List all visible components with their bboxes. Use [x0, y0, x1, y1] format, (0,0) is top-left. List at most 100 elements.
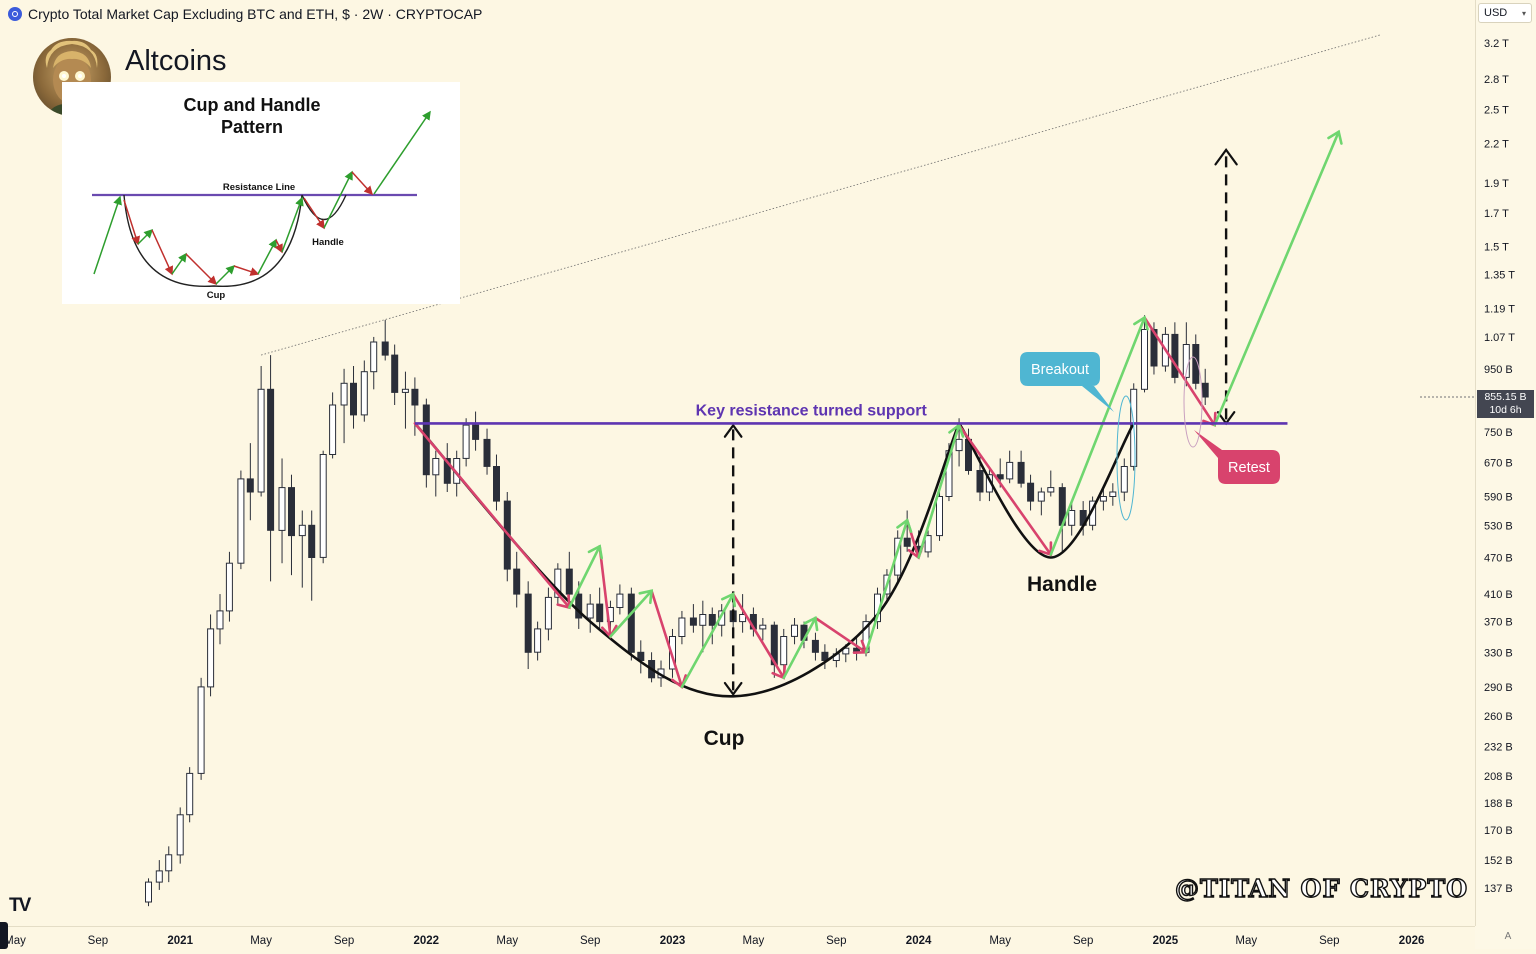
time-tick-label: May — [989, 935, 1011, 947]
candles-layer — [145, 315, 1209, 907]
candle — [903, 510, 911, 552]
candle — [237, 470, 245, 570]
candle-body-up — [1068, 510, 1076, 526]
handle-label: Handle — [1027, 573, 1097, 596]
pattern-labels: Cup Handle — [704, 573, 1097, 750]
time-tick-label: 2022 — [414, 935, 440, 947]
candle — [1006, 450, 1014, 484]
candle — [678, 610, 686, 645]
currency-selector[interactable]: USD ▾ — [1478, 3, 1532, 23]
candle — [165, 846, 173, 883]
last-price-value: 855.15 B — [1484, 391, 1527, 403]
price-tick-label: 260 B — [1484, 711, 1513, 723]
callouts-layer: Breakout Retest — [1020, 352, 1280, 521]
candle-body-down — [381, 341, 389, 356]
price-tick-label: 232 B — [1484, 742, 1513, 754]
candle-body-up — [1099, 496, 1107, 502]
candle — [708, 607, 716, 645]
candle-body-up — [237, 478, 245, 564]
candle-body-up — [544, 596, 552, 630]
price-tick-label: 410 B — [1484, 589, 1513, 601]
candle-body-down — [596, 603, 604, 623]
swing-arrows-layer — [413, 129, 1343, 690]
inset-cup-label: Cup — [207, 290, 226, 301]
candle — [770, 621, 778, 678]
price-tick-label: 188 B — [1484, 798, 1513, 810]
target-arrow-top — [1214, 148, 1238, 166]
candle-body-up — [1120, 466, 1128, 493]
candle-body-up — [216, 610, 224, 630]
watermark: @TITAN OF CRYPTO — [1174, 873, 1469, 903]
candle — [524, 581, 532, 670]
price-tick-label: 950 B — [1484, 364, 1513, 376]
auto-scale-button[interactable]: A — [1504, 931, 1512, 942]
candle — [186, 767, 194, 823]
candle-body-down — [575, 593, 583, 619]
price-tick-label: 370 B — [1484, 617, 1513, 629]
up-move-arrow — [1213, 130, 1341, 427]
candle-body-down — [976, 470, 984, 493]
price-tick-label: 208 B — [1484, 771, 1513, 783]
price-tick-label: 152 B — [1484, 855, 1513, 867]
candle — [924, 530, 932, 558]
candle-body-down — [524, 593, 532, 653]
time-tick-label: Sep — [826, 935, 846, 947]
candle-body-up — [432, 458, 440, 476]
candle — [586, 594, 594, 633]
candle-body-up — [678, 617, 686, 637]
candle — [225, 551, 233, 622]
time-tick-label: 2021 — [167, 935, 193, 947]
down-move-arrow — [413, 422, 571, 609]
drawer-toggle[interactable] — [0, 922, 8, 949]
candle — [422, 398, 430, 488]
resistance-layer: Key resistance turned support — [414, 396, 1475, 425]
price-tick-label: 3.2 T — [1484, 38, 1509, 50]
candle — [616, 584, 624, 615]
price-tick-label: 530 B — [1484, 520, 1513, 532]
candle — [739, 594, 747, 633]
candle — [544, 587, 552, 641]
candle-body-up — [225, 562, 233, 612]
time-tick-label: May — [250, 935, 272, 947]
price-tick-label: 1.19 T — [1484, 303, 1515, 315]
up-move-arrow-head — [803, 616, 819, 632]
candle-body-down — [821, 651, 829, 661]
time-tick-label: 2023 — [660, 935, 686, 947]
candle-body-down — [903, 537, 911, 547]
inset-title-line2: Pattern — [220, 117, 283, 137]
candle — [1141, 315, 1148, 393]
candle-body-down — [811, 639, 819, 653]
candle-body-down — [1171, 333, 1179, 378]
candle — [472, 411, 480, 451]
candle-body-up — [842, 647, 850, 655]
candle-body-down — [1201, 382, 1209, 398]
candle-body-up — [1037, 491, 1045, 502]
time-tick-label: May — [496, 935, 518, 947]
inset-title-line1: Cup and Handle — [183, 95, 321, 115]
candle-body-down — [288, 487, 295, 537]
price-scale[interactable]: 3.2 T 2.8 T 2.5 T 2.2 T 1.9 T 1.7 T 1.5 T 1.35 … — [1475, 0, 1536, 949]
time-scale[interactable]: May Sep 2021 May Sep 2022 May Sep 2023 May Sep 2024… — [0, 926, 1475, 948]
candle — [627, 587, 635, 661]
candle-body-up — [176, 814, 184, 856]
candle — [216, 594, 224, 645]
candle — [1027, 474, 1035, 511]
candle — [370, 336, 378, 390]
candle — [791, 618, 798, 645]
chart-header: Crypto Total Market Cap Excluding BTC an… — [8, 4, 482, 24]
candle — [443, 443, 451, 493]
candle-body-up — [186, 772, 194, 816]
up-move-arrow-head — [721, 592, 736, 608]
candle-body-down — [513, 568, 521, 595]
down-move-arrow — [1143, 316, 1216, 427]
up-move-arrow — [782, 616, 817, 680]
cup-label: Cup — [704, 727, 745, 750]
candle — [391, 344, 399, 406]
candle — [246, 443, 254, 521]
price-tick-label: 590 B — [1484, 492, 1513, 504]
up-move-arrow-head — [948, 422, 965, 438]
up-move-arrow — [1049, 316, 1146, 556]
time-tick-label: 2025 — [1153, 935, 1179, 947]
